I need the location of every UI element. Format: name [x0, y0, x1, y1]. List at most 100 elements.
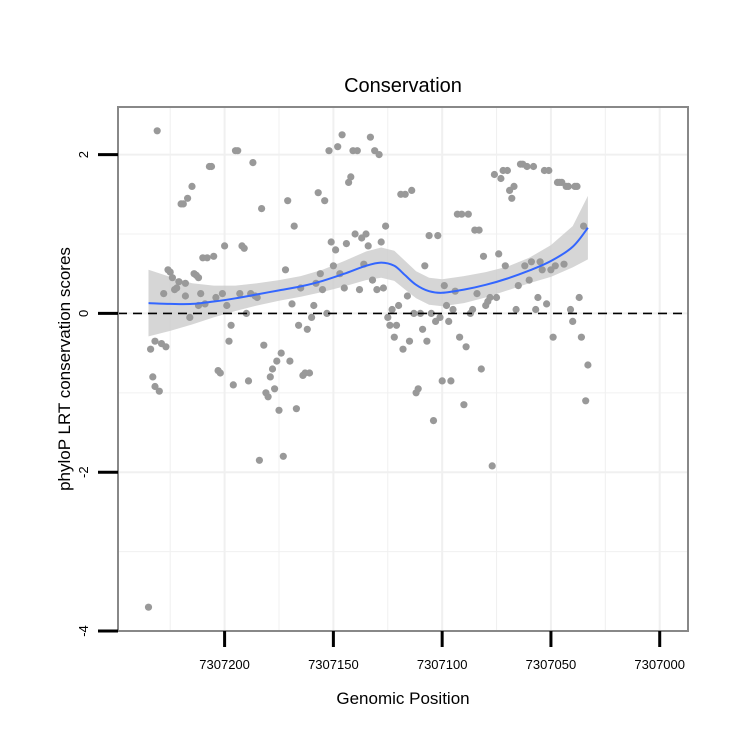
- y-tick-label: 0: [76, 310, 91, 317]
- data-point: [321, 197, 329, 205]
- data-point: [151, 382, 159, 391]
- x-tick-label: 7307050: [526, 657, 577, 672]
- data-point: [469, 305, 477, 314]
- data-point: [355, 286, 364, 294]
- data-point: [525, 276, 533, 284]
- chart-title: Conservation: [344, 75, 462, 97]
- data-point: [364, 242, 372, 250]
- data-point: [403, 292, 411, 300]
- data-point: [234, 147, 242, 155]
- data-point: [244, 377, 253, 385]
- data-point: [310, 301, 318, 310]
- data-point: [512, 305, 520, 314]
- data-point: [260, 341, 268, 349]
- data-point: [207, 162, 216, 171]
- data-point: [268, 365, 277, 373]
- data-point: [351, 230, 359, 238]
- data-point: [292, 405, 300, 413]
- data-point: [510, 182, 518, 190]
- data-point: [329, 262, 337, 270]
- data-point: [440, 282, 448, 290]
- data-point: [273, 357, 281, 365]
- data-point: [449, 305, 457, 314]
- data-point: [534, 293, 542, 302]
- data-point: [342, 240, 350, 248]
- data-point: [477, 365, 485, 373]
- data-point: [473, 290, 481, 298]
- data-point: [577, 333, 586, 341]
- data-point: [388, 305, 396, 314]
- data-point: [523, 162, 531, 171]
- data-point: [194, 274, 203, 282]
- data-point: [508, 194, 516, 202]
- data-point: [549, 333, 557, 341]
- data-point: [295, 321, 303, 329]
- data-point: [386, 321, 394, 329]
- data-point: [266, 373, 274, 381]
- data-point: [353, 147, 361, 155]
- data-point: [442, 301, 451, 310]
- data-point: [434, 232, 442, 240]
- data-point: [436, 313, 444, 321]
- data-point: [186, 313, 194, 321]
- data-point: [427, 309, 435, 317]
- data-point: [375, 151, 383, 159]
- data-point: [173, 284, 181, 292]
- data-point: [382, 222, 390, 230]
- data-point: [521, 262, 529, 270]
- data-point: [514, 282, 522, 290]
- data-point: [501, 262, 509, 270]
- data-point: [281, 266, 290, 274]
- data-point: [368, 276, 377, 284]
- data-point: [421, 262, 429, 270]
- data-point: [284, 197, 292, 205]
- data-point: [390, 333, 398, 341]
- data-point: [543, 300, 551, 308]
- data-point: [160, 290, 168, 298]
- data-point: [184, 194, 192, 202]
- data-point: [218, 290, 226, 298]
- data-point: [410, 309, 418, 317]
- data-point: [221, 242, 229, 250]
- data-point: [447, 377, 455, 385]
- data-point: [529, 162, 538, 171]
- data-point: [151, 337, 159, 345]
- data-point: [488, 462, 496, 470]
- data-point: [551, 262, 559, 270]
- y-axis-ticks: -4 -2 0 2: [76, 151, 118, 637]
- data-point: [536, 258, 544, 266]
- data-point: [332, 246, 340, 254]
- data-point: [456, 333, 464, 341]
- data-point: [149, 373, 157, 381]
- data-point: [486, 293, 494, 302]
- data-point: [162, 343, 170, 351]
- data-point: [290, 222, 298, 230]
- x-tick-label: 7307150: [308, 657, 359, 672]
- data-point: [379, 284, 387, 292]
- x-tick-label: 7307100: [417, 657, 468, 672]
- y-tick-label: -2: [76, 466, 91, 478]
- data-point: [495, 250, 503, 258]
- data-point: [255, 456, 263, 464]
- data-point: [197, 290, 205, 298]
- data-point: [566, 305, 575, 314]
- data-point: [425, 232, 433, 240]
- data-point: [334, 143, 342, 151]
- data-point: [580, 222, 588, 230]
- data-point: [423, 337, 431, 345]
- data-point: [216, 369, 224, 377]
- data-point: [305, 369, 314, 377]
- data-point: [392, 321, 401, 329]
- y-tick-label: 2: [76, 151, 91, 158]
- data-point: [345, 178, 353, 186]
- smooth-fit-line: [148, 227, 589, 306]
- data-point: [223, 301, 231, 310]
- data-point: [560, 260, 568, 268]
- data-point: [277, 349, 285, 357]
- x-axis-ticks: 7307200 7307150 7307100 7307050 7307000: [199, 631, 685, 672]
- plot-panel: [117, 106, 689, 632]
- data-point: [497, 174, 505, 183]
- data-point: [318, 286, 327, 294]
- x-tick-label: 7307200: [199, 657, 250, 672]
- data-point: [229, 381, 237, 389]
